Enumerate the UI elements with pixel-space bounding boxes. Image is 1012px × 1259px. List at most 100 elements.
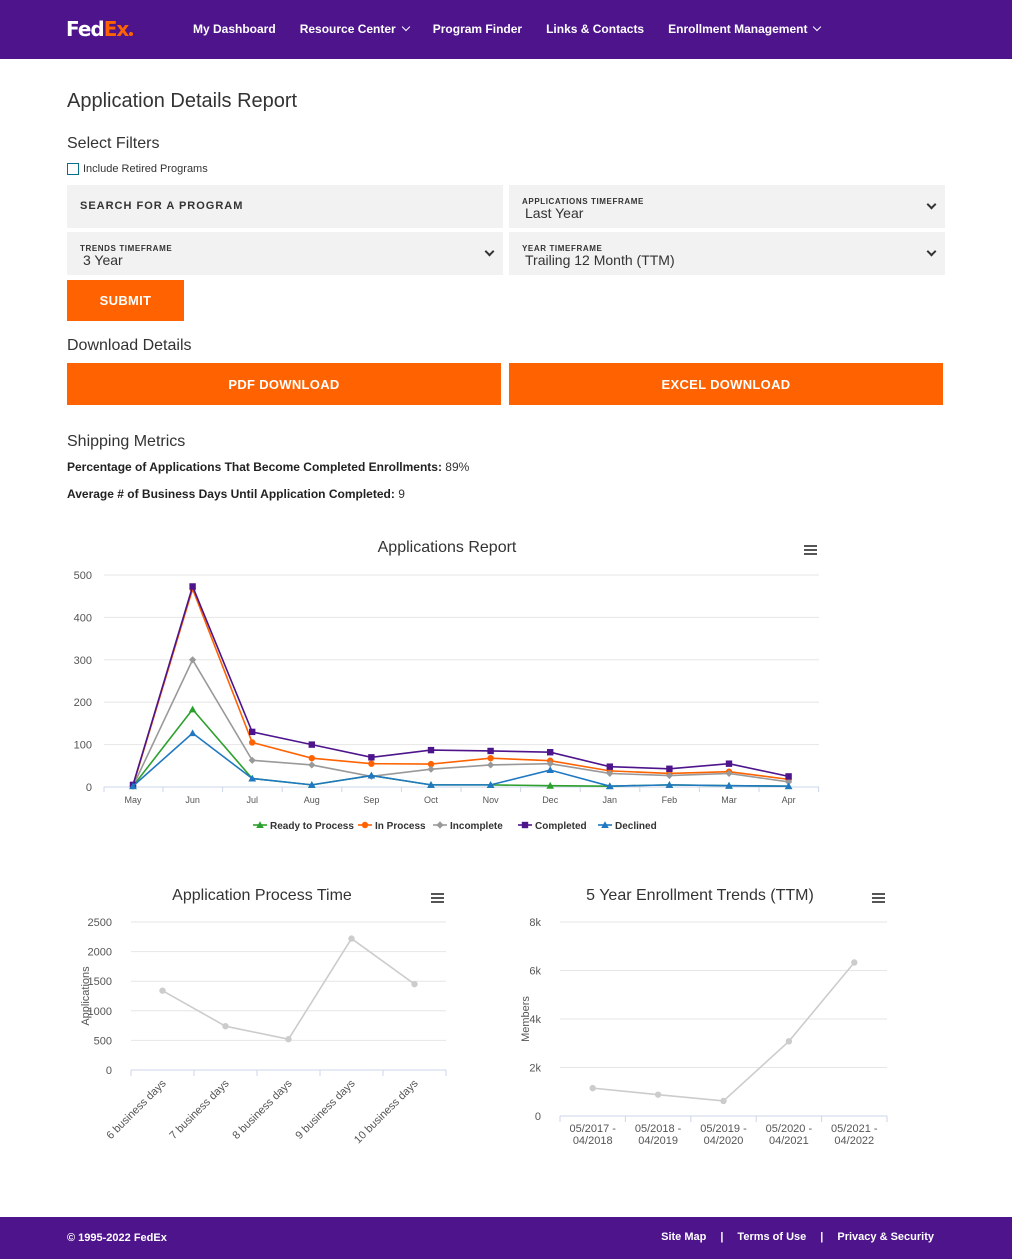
data-point [427,746,435,754]
data-point [487,747,494,755]
avg-days-value: 9 [398,487,405,501]
applications-timeframe-select[interactable]: APPLICATIONS TIMEFRAME Last Year [509,185,945,228]
y-tick-label: 300 [74,655,92,667]
excel-download-button[interactable]: EXCEL DOWNLOAD [509,363,943,405]
x-tick-label: Aug [304,795,320,805]
chart-menu-icon[interactable] [431,893,444,903]
data-point [606,769,614,778]
x-tick-label: Nov [483,795,500,805]
retired-programs-option[interactable]: Include Retired Programs [67,163,208,175]
completion-rate-metric: Percentage of Applications That Become C… [67,460,469,474]
nav-program-finder[interactable]: Program Finder [433,22,522,36]
data-point [665,781,674,788]
footer-link-privacy[interactable]: Privacy & Security [837,1231,934,1243]
x-tick-label: 04/2022 [834,1135,874,1147]
nav-enrollment-management[interactable]: Enrollment Management [668,22,822,36]
menu-bar [804,553,817,555]
footer-link-terms[interactable]: Terms of Use [737,1231,807,1243]
data-point [249,728,256,736]
data-point [308,781,316,788]
data-point [248,756,256,764]
pdf-download-button[interactable]: PDF DOWNLOAD [67,363,501,405]
y-tick-label: 500 [94,1035,112,1047]
process-time-chart: Application Process Time 0 500 1000 1500 2000… [80,887,447,1146]
download-heading: Download Details [67,337,192,354]
data-point [487,761,495,769]
data-point [189,583,196,590]
y-tick-label: 2000 [88,947,112,959]
data-point [720,1097,727,1105]
nav-links-contacts[interactable]: Links & Contacts [546,22,644,36]
nav-label: Resource Center [299,22,396,36]
retired-programs-checkbox[interactable] [67,163,79,175]
completion-rate-label: Percentage of Applications That Become C… [67,460,442,474]
metrics-heading: Shipping Metrics [67,433,186,450]
series-line [132,586,789,786]
x-tick-label: Jan [603,795,618,805]
data-point [188,705,197,713]
data-point [486,781,495,788]
data-point [308,741,315,748]
data-point [725,769,733,778]
x-tick-label: Sep [363,795,379,805]
x-tick-label: 05/2019 - [700,1123,747,1135]
chart-title: 5 Year Enrollment Trends (TTM) [586,887,814,904]
filters-heading: Select Filters [67,135,160,152]
logo-fed-text: Fed [66,17,105,41]
data-point [851,959,858,966]
trends-timeframe-value: 3 Year [83,252,123,268]
x-tick-label: 05/2018 - [635,1123,682,1135]
data-point [411,980,418,988]
data-point [546,781,554,789]
legend-item: Ready to Process [270,821,354,832]
chart-title: Application Process Time [172,887,352,904]
menu-bar [804,545,817,547]
data-point [546,766,554,774]
series-line [132,732,789,787]
enrollment-trends-chart: 5 Year Enrollment Trends (TTM) 0 2k 4k 6k 8k M… [520,887,888,1147]
series-line [592,961,855,1102]
data-point [256,821,264,828]
chevron-down-icon [926,199,937,210]
x-tick-label: Apr [782,795,796,805]
x-tick-label: 04/2019 [638,1135,678,1147]
menu-bar [431,901,444,903]
menu-bar [804,549,817,551]
data-point [188,729,197,737]
x-tick-label: Dec [542,795,559,805]
data-point [654,1091,662,1098]
y-axis-title: Members [520,996,532,1042]
chart-menu-icon[interactable] [872,893,885,903]
chart-menu-icon[interactable] [804,545,817,555]
data-point [606,763,613,770]
data-point [129,782,137,790]
y-tick-label: 0 [86,782,92,794]
data-point [427,781,435,788]
fedex-logo[interactable]: FedEx [66,17,134,41]
data-point [785,778,793,786]
data-point [189,656,197,664]
data-point [308,761,316,769]
program-search-input[interactable]: SEARCH FOR A PROGRAM [67,185,503,228]
y-tick-label: 0 [106,1065,112,1077]
data-point [784,782,793,790]
x-tick-label: Feb [662,795,678,805]
data-point [367,771,376,779]
x-tick-label: 6 business days [104,1077,169,1142]
footer-link-site-map[interactable]: Site Map [661,1231,707,1243]
x-tick-label: 9 business days [293,1077,358,1142]
logo-dot [129,32,134,36]
data-point [521,821,529,829]
year-timeframe-select[interactable]: YEAR TIMEFRAME Trailing 12 Month (TTM) [509,232,945,275]
program-search-placeholder: SEARCH FOR A PROGRAM [80,200,244,212]
nav-my-dashboard[interactable]: My Dashboard [193,22,276,36]
data-point [606,782,614,790]
y-tick-label: 6k [529,966,541,978]
avg-days-metric: Average # of Business Days Until Applica… [67,487,405,501]
data-point [666,765,673,772]
footer-separator: | [820,1231,824,1243]
trends-timeframe-select[interactable]: TRENDS TIMEFRAME 3 Year [67,232,503,275]
submit-button[interactable]: SUBMIT [67,280,184,321]
nav-resource-center[interactable]: Resource Center [299,22,410,36]
x-tick-label: 8 business days [230,1077,295,1142]
